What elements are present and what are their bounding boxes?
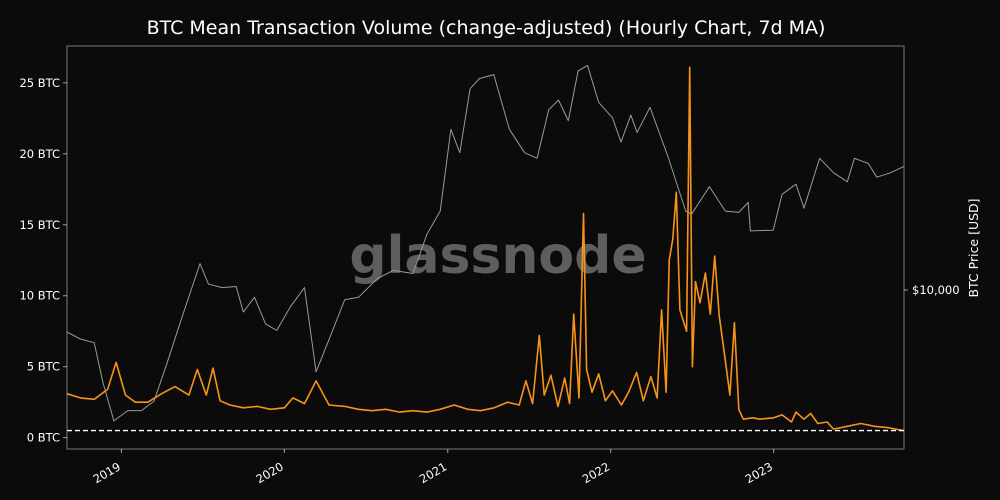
left-y-tick-label: 15 BTC <box>19 218 60 232</box>
left-y-tick-label: 25 BTC <box>19 76 60 90</box>
x-tick-label: 2023 <box>743 459 775 486</box>
left-y-tick-label: 20 BTC <box>19 147 60 161</box>
x-tick-label: 2021 <box>417 459 449 486</box>
x-tick-label: 2022 <box>580 459 612 486</box>
right-y-axis: $10,000 <box>904 283 960 297</box>
x-axis: 2019 2020 2021 2022 2023 <box>91 449 775 486</box>
watermark-logo: glassnode <box>349 226 646 286</box>
plot-frame <box>66 45 905 450</box>
x-tick-label: 2019 <box>91 459 123 486</box>
left-y-tick-label: 10 BTC <box>19 289 60 303</box>
left-y-tick-label: 0 BTC <box>27 431 60 445</box>
volume-series-layer <box>66 66 905 432</box>
left-y-tick-label: 5 BTC <box>27 360 60 374</box>
price-series-layer <box>66 64 905 422</box>
btc-price-line <box>66 64 905 422</box>
chart-title: BTC Mean Transaction Volume (change-adju… <box>147 17 826 39</box>
x-tick-label: 2020 <box>254 459 286 486</box>
mean-transaction-volume-line <box>66 66 905 432</box>
right-y-tick-label: $10,000 <box>912 283 960 297</box>
right-axis-title: BTC Price [USD] <box>966 198 981 297</box>
left-y-axis: 0 BTC 5 BTC 10 BTC 15 BTC 20 BTC 25 BTC <box>19 76 67 445</box>
